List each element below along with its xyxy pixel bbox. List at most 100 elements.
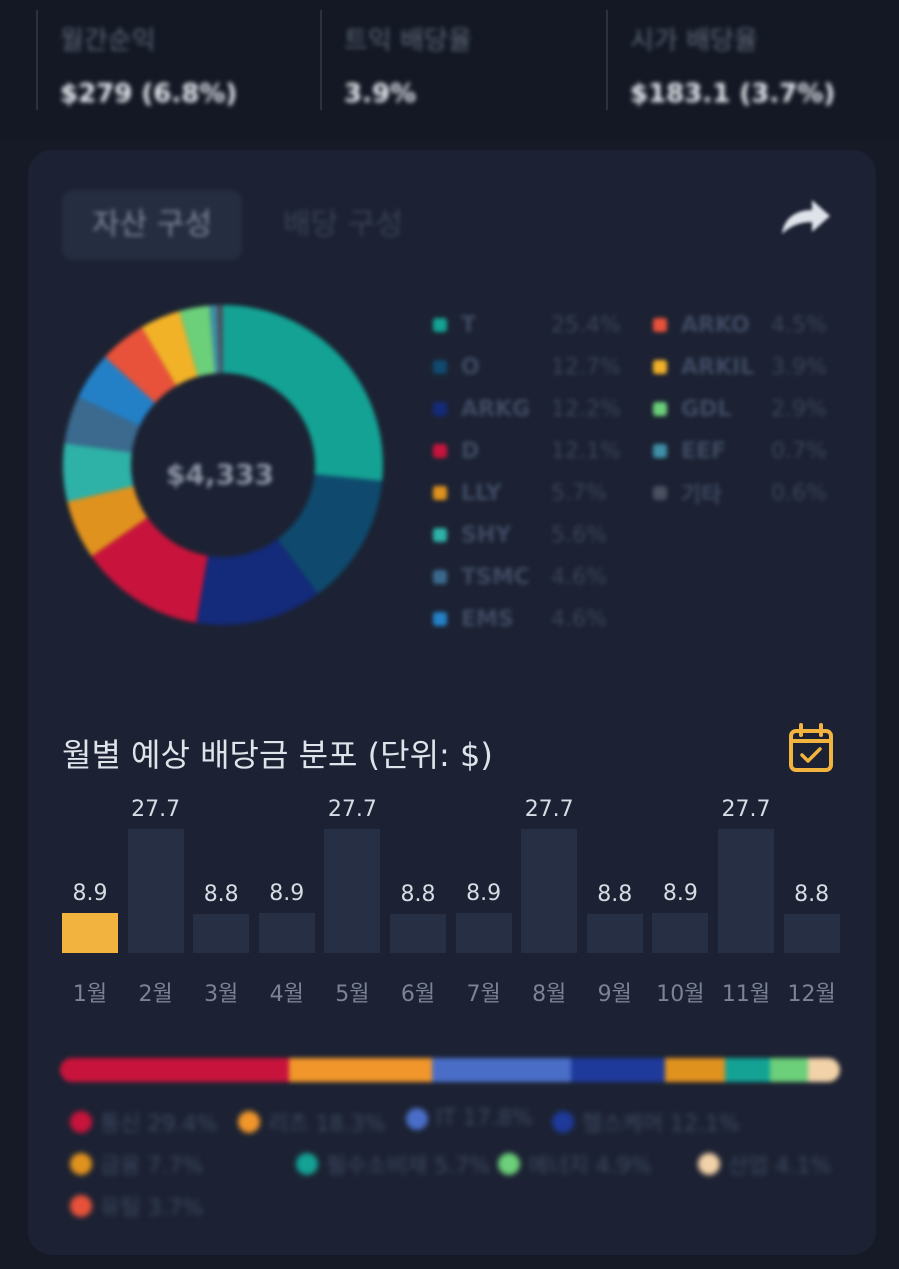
legend-ticker: GDL xyxy=(681,396,732,422)
legend-ticker: 기타 xyxy=(681,483,722,508)
legend-color-swatch xyxy=(653,402,667,416)
legend-color-swatch xyxy=(653,444,667,458)
legend-color-swatch xyxy=(433,402,447,416)
stack-segment xyxy=(725,1058,770,1082)
sector-legend-item: IT 17.8% xyxy=(406,1106,533,1131)
donut-segment-2[interactable] xyxy=(196,539,318,625)
sector-label: 리츠 18.3% xyxy=(268,1112,386,1137)
calendar-check-icon[interactable] xyxy=(788,723,834,773)
bar-value-label: 8.9 xyxy=(269,881,305,907)
bar-value-label: 8.8 xyxy=(400,881,436,907)
legend-item: ARKG 12.2% xyxy=(433,394,621,424)
donut-segment-12[interactable] xyxy=(216,305,223,374)
legend-ticker: TSMC xyxy=(461,564,530,590)
legend-color-swatch xyxy=(653,360,667,374)
month-bar[interactable] xyxy=(193,913,250,953)
stack-segment xyxy=(289,1058,433,1082)
summary-item-yield: 트익 배당율 3.9% xyxy=(320,10,472,110)
donut-segment-5[interactable] xyxy=(62,443,134,502)
sector-color-dot xyxy=(238,1111,260,1133)
month-label: 6월 xyxy=(400,982,436,1007)
sector-color-dot xyxy=(698,1153,720,1175)
bar-value-label: 8.9 xyxy=(466,881,502,907)
donut-segment-8[interactable] xyxy=(105,327,177,403)
legend-item: O 12.7% xyxy=(433,352,621,382)
legend-percent: 4.5% xyxy=(771,312,827,338)
sector-label: 에너지 4.9% xyxy=(528,1154,652,1179)
donut-segment-1[interactable] xyxy=(277,474,383,594)
month-label: 4월 xyxy=(269,982,304,1007)
month-label: 10월 xyxy=(656,982,705,1007)
donut-segment-0[interactable] xyxy=(223,305,383,482)
summary-strip: 월간순익 $279 (6.8%) 트익 배당율 3.9% 시가 배당율 $183… xyxy=(0,0,899,140)
summary-label: 시가 배당율 xyxy=(630,26,758,56)
month-label: 11월 xyxy=(721,982,771,1007)
sector-legend-item: 필수소비재 5.7% xyxy=(296,1148,490,1180)
bar-value-label: 27.7 xyxy=(721,797,771,822)
stack-segment xyxy=(769,1058,808,1082)
legend-item: ARKIL 3.9% xyxy=(653,352,827,382)
month-bar[interactable] xyxy=(258,913,315,953)
legend-color-swatch xyxy=(433,528,447,542)
month-label: 2월 xyxy=(138,982,173,1007)
donut-segment-7[interactable] xyxy=(78,356,156,426)
donut-segment-4[interactable] xyxy=(67,486,148,557)
month-bar[interactable] xyxy=(62,913,118,953)
asset-donut-chart xyxy=(62,305,383,625)
bar-value-label: 8.8 xyxy=(794,881,830,907)
legend-percent: 4.6% xyxy=(551,564,607,590)
month-bar[interactable] xyxy=(652,913,709,953)
sector-label: IT 17.8% xyxy=(436,1106,533,1131)
stack-segment xyxy=(570,1058,666,1082)
sector-label: 금융 7.7% xyxy=(100,1154,204,1179)
month-label: 5월 xyxy=(335,982,370,1007)
sector-color-dot xyxy=(70,1153,92,1175)
legend-color-swatch xyxy=(653,486,667,500)
legend-ticker: SHY xyxy=(461,522,512,548)
month-bar[interactable] xyxy=(586,913,643,953)
month-bar[interactable] xyxy=(783,913,840,953)
legend-percent: 12.2% xyxy=(551,396,621,422)
legend-ticker: ARKO xyxy=(681,312,750,338)
sector-legend-item: 산업 4.1% xyxy=(698,1148,831,1180)
legend-color-swatch xyxy=(433,612,447,626)
stack-segment xyxy=(807,1058,840,1082)
sector-label: 헬스케어 12.1% xyxy=(582,1112,740,1137)
month-bar[interactable] xyxy=(455,913,512,953)
legend-item: EEF 0.7% xyxy=(653,436,827,466)
legend-item: GDL 2.9% xyxy=(653,394,827,424)
bar-value-label: 8.8 xyxy=(597,881,633,907)
donut-segment-6[interactable] xyxy=(64,396,140,453)
summary-label: 트익 배당율 xyxy=(344,26,472,56)
bar-value-label: 8.9 xyxy=(72,881,108,907)
bar-value-label: 27.7 xyxy=(327,797,377,822)
month-bar[interactable] xyxy=(521,829,578,953)
tab-dividend-composition[interactable]: 배당 구성 xyxy=(283,207,403,242)
month-bar[interactable] xyxy=(390,913,446,953)
tab-asset-composition[interactable]: 자산 구성 xyxy=(62,190,242,260)
donut-segment-11[interactable] xyxy=(209,305,220,374)
sector-label: 유틸 3.7% xyxy=(100,1196,204,1221)
donut-segment-9[interactable] xyxy=(141,311,198,386)
sector-label: 산업 4.1% xyxy=(728,1154,832,1179)
monthly-chart-title: 월별 예상 배당금 분포 (단위: $) xyxy=(62,736,493,774)
share-icon[interactable] xyxy=(778,194,834,238)
legend-ticker: O xyxy=(461,354,480,380)
sector-color-dot xyxy=(406,1107,428,1130)
legend-percent: 25.4% xyxy=(551,312,621,338)
sector-legend-item: 헬스케어 12.1% xyxy=(552,1106,740,1138)
month-bar[interactable] xyxy=(127,829,184,953)
legend-ticker: EMS xyxy=(461,606,514,632)
month-bar[interactable] xyxy=(324,829,381,953)
legend-color-swatch xyxy=(433,318,447,332)
month-bar[interactable] xyxy=(718,829,774,953)
donut-segment-3[interactable] xyxy=(91,517,208,623)
month-label: 1월 xyxy=(72,982,108,1007)
legend-percent: 12.7% xyxy=(551,354,621,380)
sector-color-dot xyxy=(552,1111,574,1133)
sector-color-dot xyxy=(70,1111,92,1133)
summary-value: $183.1 (3.7%) xyxy=(630,79,836,109)
legend-ticker: EEF xyxy=(681,438,727,464)
donut-segment-10[interactable] xyxy=(179,305,216,377)
summary-value: $279 (6.8%) xyxy=(60,79,238,109)
